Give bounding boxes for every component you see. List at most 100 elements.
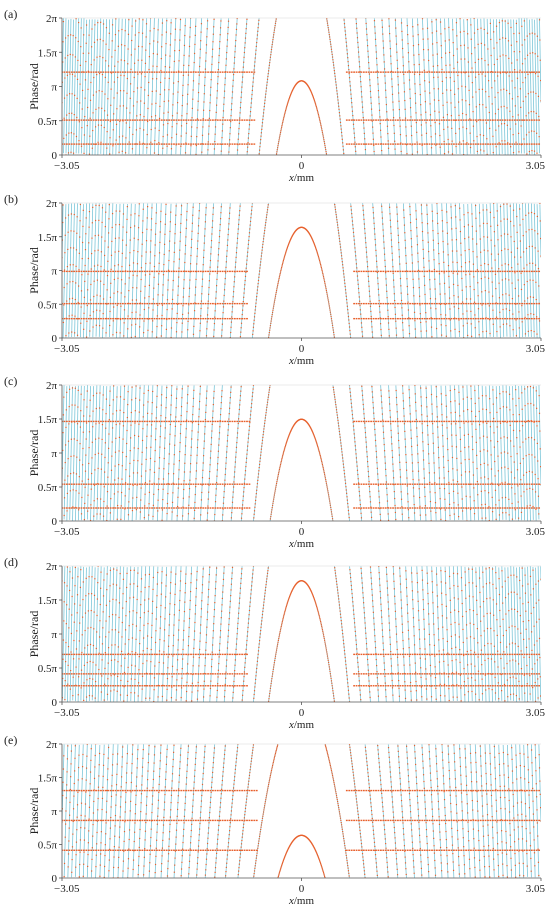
sample-point bbox=[260, 451, 262, 453]
sample-point bbox=[472, 474, 475, 476]
sample-point bbox=[415, 410, 417, 412]
sample-point bbox=[184, 445, 187, 447]
sample-point bbox=[342, 149, 344, 151]
sample-point bbox=[170, 148, 173, 150]
level-point bbox=[126, 143, 129, 145]
sample-point bbox=[381, 217, 383, 219]
sample-point bbox=[126, 206, 128, 208]
sample-point bbox=[152, 515, 154, 518]
level-point bbox=[453, 119, 455, 121]
sample-point bbox=[343, 466, 345, 468]
sample-point bbox=[199, 65, 201, 68]
sample-point bbox=[430, 136, 432, 138]
level-point bbox=[353, 119, 356, 121]
level-point bbox=[387, 302, 390, 305]
sample-point bbox=[185, 428, 187, 430]
sample-point bbox=[449, 389, 451, 392]
sample-point bbox=[416, 151, 419, 153]
sample-point bbox=[439, 21, 442, 23]
sample-point bbox=[165, 203, 167, 205]
sample-point bbox=[102, 57, 104, 59]
sample-point bbox=[152, 390, 154, 393]
sample-point bbox=[195, 25, 197, 27]
level-point bbox=[521, 270, 523, 273]
sample-point bbox=[157, 29, 159, 31]
sample-point bbox=[119, 409, 121, 411]
sample-point bbox=[263, 105, 265, 108]
sample-point bbox=[190, 454, 192, 457]
sample-point bbox=[406, 278, 408, 280]
sample-point bbox=[276, 288, 278, 290]
sample-point bbox=[93, 59, 95, 61]
sample-point bbox=[175, 133, 178, 135]
sample-point bbox=[530, 313, 532, 315]
sample-point bbox=[318, 257, 320, 259]
sample-point bbox=[195, 478, 197, 480]
sample-point bbox=[62, 221, 64, 224]
sample-point bbox=[146, 217, 148, 219]
sample-point bbox=[128, 19, 130, 21]
sample-point bbox=[491, 482, 493, 484]
sample-point bbox=[412, 478, 414, 481]
sample-point bbox=[136, 263, 139, 265]
sample-point bbox=[324, 473, 326, 475]
sample-point bbox=[420, 330, 422, 332]
sample-point bbox=[448, 26, 450, 29]
sample-point bbox=[197, 240, 199, 242]
sample-point bbox=[393, 286, 395, 288]
sample-point bbox=[287, 436, 290, 438]
sample-point bbox=[320, 124, 322, 127]
sample-point bbox=[139, 387, 141, 389]
sample-point bbox=[447, 126, 449, 128]
level-point bbox=[472, 71, 475, 73]
sample-point bbox=[66, 266, 69, 268]
sample-point bbox=[139, 511, 141, 513]
level-point bbox=[367, 143, 370, 145]
sample-point bbox=[176, 303, 179, 305]
level-point bbox=[453, 270, 455, 273]
sample-point bbox=[150, 240, 152, 242]
sample-point bbox=[183, 54, 185, 56]
sample-point bbox=[157, 488, 160, 491]
sample-point bbox=[326, 291, 328, 293]
level-point bbox=[465, 317, 467, 320]
level-point bbox=[438, 143, 441, 145]
sample-point bbox=[137, 435, 140, 437]
sample-point bbox=[334, 401, 337, 403]
sample-point bbox=[361, 385, 363, 387]
y-tick-label: 1.5π bbox=[38, 232, 58, 244]
sample-point bbox=[487, 277, 490, 279]
sample-point bbox=[71, 93, 73, 95]
sample-point bbox=[477, 295, 479, 297]
sample-point bbox=[286, 106, 288, 108]
sample-point bbox=[317, 114, 320, 116]
sample-point bbox=[390, 226, 392, 228]
sample-point bbox=[197, 232, 199, 234]
sample-point bbox=[334, 398, 336, 401]
sample-point bbox=[168, 250, 170, 252]
sample-point bbox=[469, 496, 471, 498]
level-point bbox=[73, 71, 76, 73]
level-point bbox=[209, 302, 212, 305]
sample-point bbox=[79, 102, 81, 104]
sample-point bbox=[265, 87, 268, 89]
sample-point bbox=[169, 44, 171, 46]
level-point bbox=[387, 71, 390, 73]
sample-point bbox=[405, 454, 407, 456]
sample-point bbox=[339, 118, 341, 120]
sample-point bbox=[381, 401, 383, 403]
sample-point bbox=[279, 465, 281, 467]
sample-point bbox=[196, 118, 199, 120]
sample-point bbox=[284, 254, 286, 257]
sample-point bbox=[512, 429, 515, 432]
level-point bbox=[219, 143, 222, 145]
sample-point bbox=[398, 249, 400, 251]
level-point bbox=[516, 143, 519, 145]
sample-point bbox=[287, 438, 289, 440]
level-point bbox=[379, 119, 382, 121]
sample-point bbox=[469, 118, 471, 120]
level-point bbox=[453, 302, 455, 305]
sample-point bbox=[429, 481, 431, 483]
sample-point bbox=[70, 455, 72, 457]
sample-point bbox=[515, 389, 517, 391]
